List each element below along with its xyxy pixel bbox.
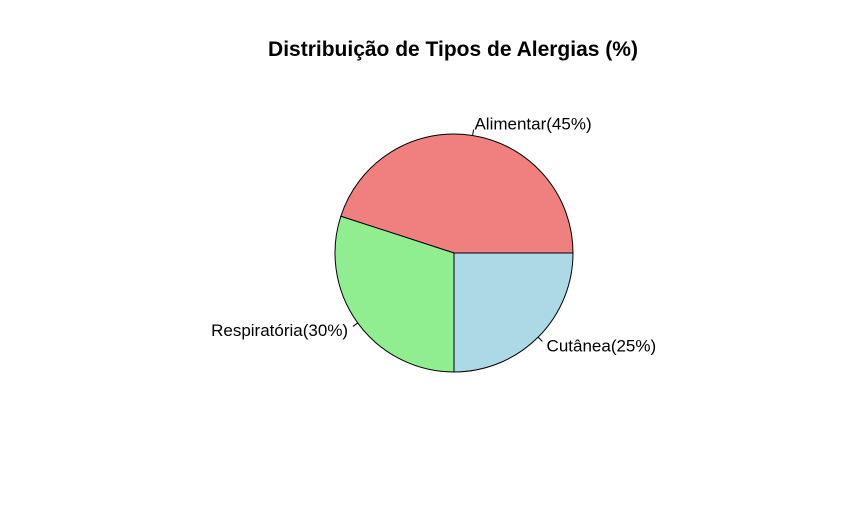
pie-slices [334, 133, 574, 373]
pie-slice-2 [453, 252, 574, 373]
leader-line-2 [537, 336, 543, 342]
slice-label-1: Respiratória(30%) [211, 321, 348, 340]
slice-label-2: Cutânea(25%) [547, 337, 657, 356]
leader-line-1 [352, 322, 359, 327]
slice-label-0: Alimentar(45%) [474, 115, 591, 134]
pie-labels: Alimentar(45%) Respiratória(30%) Cutânea(2… [211, 115, 656, 356]
pie-slice-1 [334, 215, 455, 373]
chart-title: Distribuição de Tipos de Alergias (%) [268, 38, 638, 61]
leader-line-0 [472, 129, 475, 136]
